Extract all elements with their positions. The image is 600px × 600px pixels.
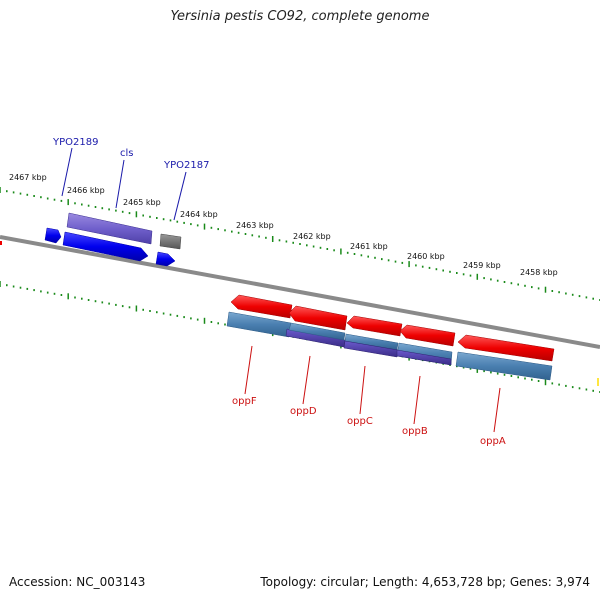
gene-labels: YPO2189 cls YPO2187 oppF oppD oppC oppB …	[52, 137, 506, 447]
gene-ypo2189[interactable]	[44, 227, 62, 244]
scale-label: 2465 kbp	[123, 198, 161, 207]
gene-label-oppF[interactable]: oppF	[232, 396, 257, 407]
scale-label: 2461 kbp	[350, 242, 388, 251]
leader-cls	[115, 159, 125, 209]
map-title: Yersinia pestis CO92, complete genome	[170, 9, 430, 24]
scale-label: 2463 kbp	[236, 221, 274, 230]
feature-oppC-overlap[interactable]	[343, 340, 399, 358]
gene-label-oppD[interactable]: oppD	[290, 406, 317, 417]
upper-features	[66, 212, 182, 250]
scale-label: 2458 kbp	[520, 268, 558, 277]
gene-ypo2187[interactable]	[155, 251, 176, 267]
scale-label: 2466 kbp	[67, 186, 105, 195]
leader-oppD	[302, 355, 311, 405]
gene-label-ypo2189[interactable]: YPO2189	[52, 137, 98, 148]
gene-cls[interactable]	[62, 231, 149, 262]
gene-oppA[interactable]	[457, 334, 555, 362]
scale-label: 2462 kbp	[293, 232, 331, 241]
scale-labels: 2467 kbp 2466 kbp 2465 kbp 2464 kbp 2463…	[9, 173, 558, 277]
leader-ypo2187	[173, 171, 187, 221]
leader-oppA	[493, 387, 501, 433]
lower-features	[226, 311, 553, 381]
leader-ypo2189	[61, 147, 73, 197]
scale-ticks-upper	[0, 187, 600, 301]
gene-label-oppB[interactable]: oppB	[402, 426, 428, 437]
genome-summary-text: Topology: circular; Length: 4,653,728 bp…	[260, 575, 590, 589]
gene-label-cls[interactable]: cls	[120, 148, 134, 159]
feature-oppF[interactable]	[226, 311, 292, 338]
feature-oppA[interactable]	[455, 351, 553, 381]
leader-oppF	[244, 345, 253, 395]
gene-oppB[interactable]	[399, 324, 456, 347]
gene-label-ypo2187[interactable]: YPO2187	[163, 160, 209, 171]
leader-oppC	[359, 365, 366, 415]
gene-label-oppA[interactable]: oppA	[480, 436, 506, 447]
reverse-genes	[230, 294, 555, 362]
label-leaders	[61, 147, 501, 433]
feature-cls[interactable]	[66, 212, 153, 245]
genome-backbone	[0, 235, 600, 349]
scale-label: 2467 kbp	[9, 173, 47, 182]
accession-text: Accession: NC_003143	[9, 575, 146, 589]
gene-label-oppC[interactable]: oppC	[347, 416, 373, 427]
leader-oppB	[413, 375, 421, 425]
feature-ypo2187[interactable]	[159, 233, 182, 250]
forward-genes	[44, 227, 176, 267]
gene-oppC[interactable]	[346, 315, 403, 337]
scale-label: 2459 kbp	[463, 261, 501, 270]
feature-oppD-overlap[interactable]	[288, 322, 346, 341]
gene-oppD[interactable]	[288, 305, 348, 331]
feature-oppB-overlap[interactable]	[396, 349, 452, 366]
scale-label: 2464 kbp	[180, 210, 218, 219]
scale-label: 2460 kbp	[407, 252, 445, 261]
